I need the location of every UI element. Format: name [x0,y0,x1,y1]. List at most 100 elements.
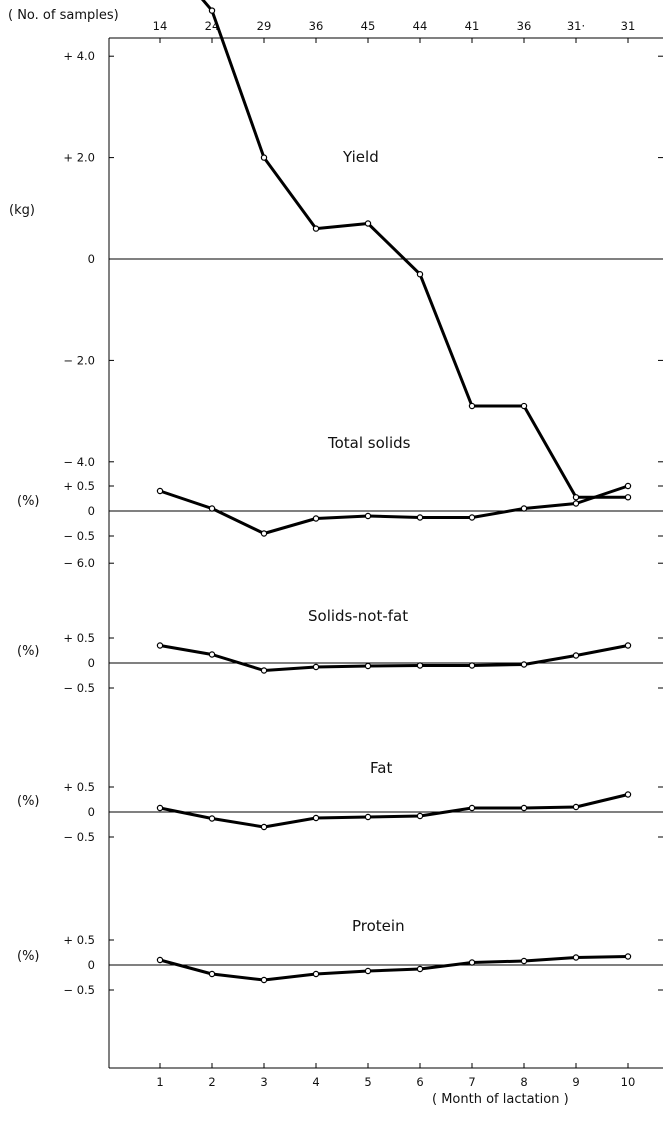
data-point [364,220,372,227]
data-point [156,487,164,495]
data-point [624,953,632,960]
month-tick-label: 1 [156,1075,163,1089]
y-tick-label: 0 [88,805,95,819]
yield-title: Yield [342,148,379,166]
protein-ylabel: (%) [17,949,40,964]
data-point [156,956,164,964]
data-point [312,225,320,232]
data-point [208,7,216,14]
month-tick-label: 4 [312,1075,319,1089]
solids-not-fat-title: Solids-not-fat [308,607,408,625]
data-point [520,505,528,512]
data-point [260,823,268,831]
yield-ylabel: (kg) [9,203,35,218]
series-line [159,955,629,982]
sample-count-label: 41 [465,19,480,33]
data-point [312,970,320,978]
data-point [572,494,580,501]
y-tick-label: − 2.0 [63,353,95,367]
data-point [156,642,164,649]
data-point [364,512,372,520]
y-tick-label: 0 [88,504,95,518]
data-point [364,662,372,670]
y-tick-label: + 4.0 [63,49,95,63]
data-point [624,791,632,798]
top-axis-label: ( No. of samples) [8,8,119,23]
month-tick-label: 2 [208,1075,215,1089]
y-tick-label: − 0.5 [63,830,95,844]
data-point [208,651,216,658]
month-tick-label: 8 [520,1075,527,1089]
series-line [200,0,628,499]
data-point [624,482,632,490]
data-point [364,967,372,975]
protein-title: Protein [352,917,405,935]
data-point [468,514,476,521]
data-point [468,959,476,966]
sample-count-label: 14 [153,19,168,33]
data-point [260,667,268,674]
data-point [312,663,320,671]
series-line [159,644,629,672]
data-point [260,154,268,161]
data-point [468,804,476,812]
data-point [572,954,580,961]
total-solids-title: Total solids [327,434,411,452]
data-point [416,965,424,973]
y-tick-label: − 0.5 [63,529,95,543]
month-tick-label: 7 [468,1075,475,1089]
y-tick-label: − 0.5 [63,681,95,695]
data-point [416,514,424,521]
data-point [624,642,632,649]
data-point [416,271,424,278]
data-point [416,812,424,820]
month-tick-label: 6 [416,1075,423,1089]
data-point [572,500,580,507]
data-point [208,970,216,978]
data-point [156,804,164,812]
solids-not-fat-ylabel: (%) [17,644,40,659]
series-line [159,793,629,829]
month-tick-label: 10 [621,1075,636,1089]
data-point [312,515,320,522]
sample-count-label: 36 [309,19,324,33]
data-point [416,662,424,669]
month-tick-label: 9 [572,1075,579,1089]
data-point [208,505,216,512]
data-point [364,813,372,821]
fat-ylabel: (%) [17,794,40,809]
data-point [520,957,528,965]
sample-count-label: 29 [257,19,272,33]
data-point [520,402,528,410]
sample-count-label: 31 [621,19,636,33]
fat-title: Fat [370,759,392,777]
data-point [572,803,580,811]
month-tick-label: 5 [364,1075,371,1089]
data-point [468,402,476,410]
total-solids-ylabel: (%) [17,494,40,509]
sample-count-label: 31· [567,19,585,33]
y-tick-label: 0 [88,958,95,972]
sample-count-label: 44 [413,19,428,33]
month-tick-label: 3 [260,1075,267,1089]
y-tick-label: + 0.5 [63,933,95,947]
y-tick-label: + 0.5 [63,479,95,493]
y-tick-label: − 0.5 [63,983,95,997]
y-tick-label: 0 [88,656,95,670]
y-tick-label: + 0.5 [63,780,95,794]
data-point [260,530,268,537]
data-point [312,814,320,822]
data-point [624,494,632,501]
series-line [159,484,629,535]
y-tick-label: − 6.0 [63,556,95,570]
y-tick-label: + 2.0 [63,151,95,165]
y-tick-label: + 0.5 [63,631,95,645]
sample-count-label: 45 [361,19,376,33]
data-point [468,662,476,669]
data-point [572,652,580,659]
x-axis-label: ( Month of lactation ) [432,1092,569,1107]
data-point [260,976,268,984]
data-point [208,815,216,822]
sample-count-label: 36 [517,19,532,33]
